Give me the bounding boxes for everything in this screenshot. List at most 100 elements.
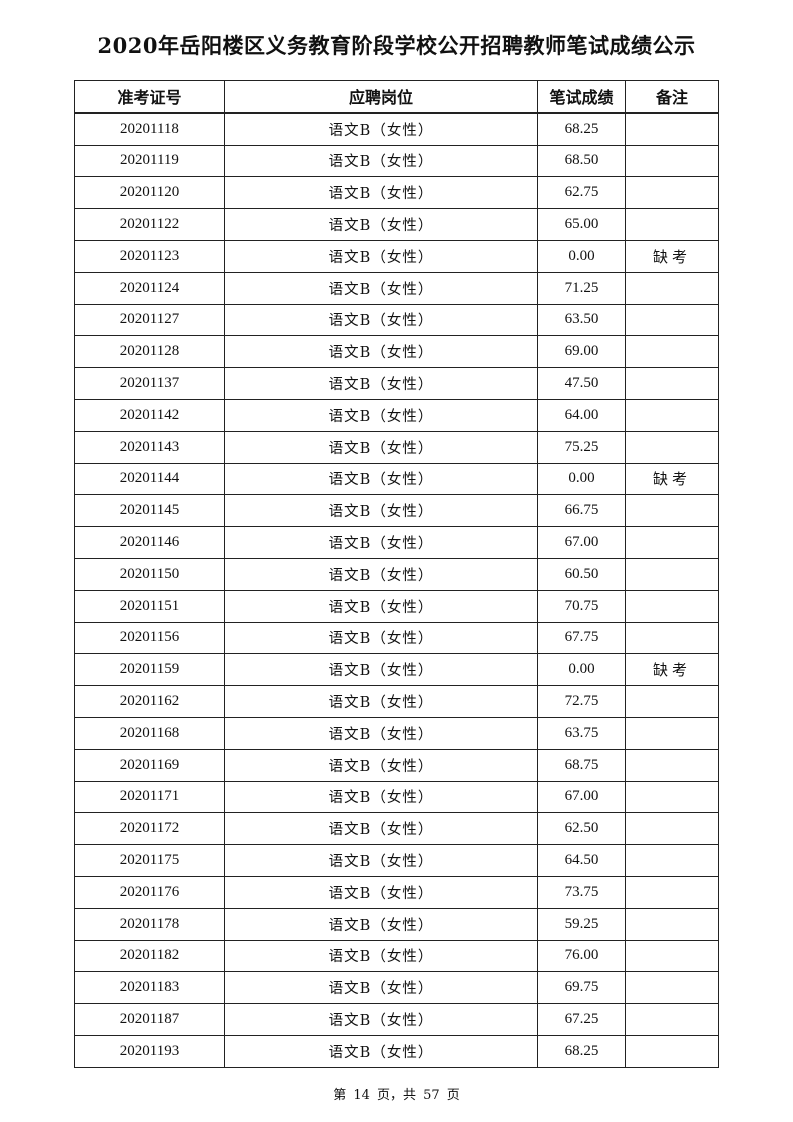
cell-note: 缺考 bbox=[625, 653, 719, 687]
cell-exam-id: 20201159 bbox=[74, 653, 225, 687]
table-row: 20201128 语文B（女性） 69.00 bbox=[74, 335, 719, 369]
table-row: 20201151 语文B（女性） 70.75 bbox=[74, 589, 719, 623]
header-position: 应聘岗位 bbox=[224, 79, 538, 114]
table-row: 20201162 语文B（女性） 72.75 bbox=[74, 685, 719, 718]
cell-exam-id: 20201193 bbox=[74, 1034, 225, 1068]
cell-note bbox=[625, 557, 719, 591]
table-row: 20201127 语文B（女性） 63.50 bbox=[74, 303, 719, 337]
cell-exam-id: 20201119 bbox=[74, 144, 225, 178]
table-row: 20201183 语文B（女性） 69.75 bbox=[74, 971, 719, 1005]
table-row: 20201178 语文B（女性） 59.25 bbox=[74, 907, 719, 941]
table-row: 20201175 语文B（女性） 64.50 bbox=[74, 844, 719, 877]
table-row: 20201159 语文B（女性） 0.00 缺考 bbox=[74, 653, 719, 687]
cell-note: 缺考 bbox=[625, 239, 719, 273]
table-row: 20201124 语文B（女性） 71.25 bbox=[74, 271, 719, 305]
cell-position: 语文B（女性） bbox=[224, 1034, 538, 1068]
cell-position: 语文B（女性） bbox=[224, 780, 538, 814]
cell-note bbox=[625, 939, 719, 973]
cell-note bbox=[625, 1034, 719, 1068]
table-row: 20201171 语文B（女性） 67.00 bbox=[74, 780, 719, 814]
cell-exam-id: 20201150 bbox=[74, 557, 225, 591]
cell-score: 68.75 bbox=[537, 748, 626, 782]
cell-score: 47.50 bbox=[537, 367, 626, 400]
table-row: 20201143 语文B（女性） 75.25 bbox=[74, 430, 719, 464]
cell-note bbox=[625, 685, 719, 718]
cell-exam-id: 20201120 bbox=[74, 176, 225, 210]
cell-score: 70.75 bbox=[537, 589, 626, 623]
cell-position: 语文B（女性） bbox=[224, 335, 538, 369]
table-row: 20201118 语文B（女性） 68.25 bbox=[74, 112, 719, 146]
cell-exam-id: 20201143 bbox=[74, 430, 225, 464]
table-row: 20201120 语文B（女性） 62.75 bbox=[74, 176, 719, 210]
cell-note bbox=[625, 812, 719, 846]
header-note: 备注 bbox=[625, 79, 719, 114]
table-row: 20201122 语文B（女性） 65.00 bbox=[74, 208, 719, 241]
cell-position: 语文B（女性） bbox=[224, 526, 538, 559]
cell-position: 语文B（女性） bbox=[224, 907, 538, 941]
table-row: 20201187 语文B（女性） 67.25 bbox=[74, 1003, 719, 1036]
table-row: 20201182 语文B（女性） 76.00 bbox=[74, 939, 719, 973]
cell-note bbox=[625, 494, 719, 528]
cell-score: 64.50 bbox=[537, 844, 626, 877]
cell-score: 69.75 bbox=[537, 971, 626, 1005]
cell-score: 63.75 bbox=[537, 716, 626, 750]
cell-score: 64.00 bbox=[537, 398, 626, 432]
cell-position: 语文B（女性） bbox=[224, 430, 538, 464]
cell-score: 67.00 bbox=[537, 526, 626, 559]
cell-note bbox=[625, 208, 719, 241]
cell-score: 67.75 bbox=[537, 621, 626, 655]
header-score: 笔试成绩 bbox=[537, 79, 626, 114]
cell-position: 语文B（女性） bbox=[224, 748, 538, 782]
cell-position: 语文B（女性） bbox=[224, 208, 538, 241]
cell-score: 69.00 bbox=[537, 335, 626, 369]
table-row: 20201150 语文B（女性） 60.50 bbox=[74, 557, 719, 591]
cell-exam-id: 20201169 bbox=[74, 748, 225, 782]
cell-score: 75.25 bbox=[537, 430, 626, 464]
cell-exam-id: 20201123 bbox=[74, 239, 225, 273]
cell-score: 0.00 bbox=[537, 239, 626, 273]
cell-position: 语文B（女性） bbox=[224, 1003, 538, 1036]
cell-score: 0.00 bbox=[537, 462, 626, 496]
cell-note bbox=[625, 303, 719, 337]
cell-exam-id: 20201122 bbox=[74, 208, 225, 241]
cell-note bbox=[625, 748, 719, 782]
cell-note bbox=[625, 526, 719, 559]
cell-score: 76.00 bbox=[537, 939, 626, 973]
cell-exam-id: 20201151 bbox=[74, 589, 225, 623]
cell-note bbox=[625, 367, 719, 400]
table-row: 20201176 语文B（女性） 73.75 bbox=[74, 875, 719, 909]
cell-note bbox=[625, 716, 719, 750]
cell-position: 语文B（女性） bbox=[224, 398, 538, 432]
cell-note bbox=[625, 335, 719, 369]
cell-exam-id: 20201118 bbox=[74, 112, 225, 146]
cell-exam-id: 20201156 bbox=[74, 621, 225, 655]
cell-position: 语文B（女性） bbox=[224, 144, 538, 178]
cell-score: 63.50 bbox=[537, 303, 626, 337]
table-row: 20201144 语文B（女性） 0.00 缺考 bbox=[74, 462, 719, 496]
cell-position: 语文B（女性） bbox=[224, 494, 538, 528]
cell-exam-id: 20201171 bbox=[74, 780, 225, 814]
table-row: 20201137 语文B（女性） 47.50 bbox=[74, 367, 719, 400]
cell-note bbox=[625, 398, 719, 432]
cell-exam-id: 20201183 bbox=[74, 971, 225, 1005]
cell-score: 72.75 bbox=[537, 685, 626, 718]
cell-position: 语文B（女性） bbox=[224, 844, 538, 877]
table-row: 20201142 语文B（女性） 64.00 bbox=[74, 398, 719, 432]
cell-note bbox=[625, 144, 719, 178]
header-exam-id: 准考证号 bbox=[74, 79, 225, 114]
cell-exam-id: 20201142 bbox=[74, 398, 225, 432]
cell-note bbox=[625, 176, 719, 210]
table-row: 20201193 语文B（女性） 68.25 bbox=[74, 1034, 719, 1068]
cell-exam-id: 20201162 bbox=[74, 685, 225, 718]
page-number: 第 14 页，共 57 页 bbox=[333, 1088, 460, 1103]
cell-position: 语文B（女性） bbox=[224, 271, 538, 305]
cell-note bbox=[625, 844, 719, 877]
cell-score: 0.00 bbox=[537, 653, 626, 687]
cell-note bbox=[625, 112, 719, 146]
table-row: 20201156 语文B（女性） 67.75 bbox=[74, 621, 719, 655]
cell-score: 68.25 bbox=[537, 1034, 626, 1068]
cell-position: 语文B（女性） bbox=[224, 462, 538, 496]
cell-position: 语文B（女性） bbox=[224, 939, 538, 973]
cell-position: 语文B（女性） bbox=[224, 589, 538, 623]
table-row: 20201145 语文B（女性） 66.75 bbox=[74, 494, 719, 528]
